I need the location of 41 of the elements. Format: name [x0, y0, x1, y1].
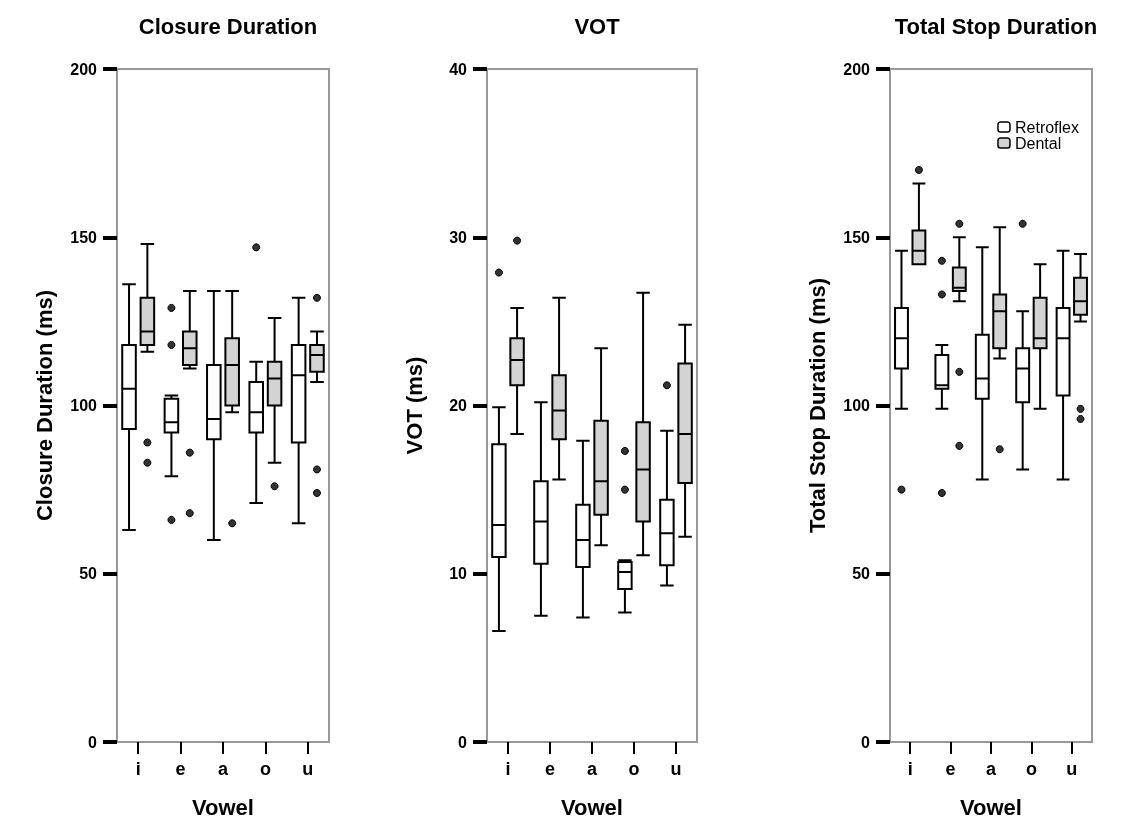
- x-tick-label: a: [985, 759, 997, 779]
- y-tick-label: 100: [843, 397, 871, 414]
- x-tick-label: a: [217, 759, 229, 779]
- legend-label: Dental: [1014, 134, 1062, 152]
- x-tick-label: i: [135, 759, 141, 779]
- y-tick-label: 150: [70, 228, 98, 246]
- y-tick-label: 30: [449, 228, 468, 246]
- y-axis-title: VOT (ms): [401, 356, 427, 455]
- x-axis-title: Vowel: [192, 794, 254, 820]
- x-tick-label: i: [505, 759, 511, 779]
- y-tick-label: 0: [861, 733, 871, 751]
- y-axis-title: Closure Duration (ms): [31, 289, 57, 522]
- x-tick-label: o: [628, 759, 640, 779]
- x-tick-label: u: [302, 759, 314, 779]
- x-axis-title: Vowel: [561, 794, 623, 820]
- y-axis-title: Total Stop Duration (ms): [804, 277, 830, 534]
- chart-title: Closure Duration: [138, 13, 318, 39]
- y-tick-label: 0: [458, 733, 468, 751]
- y-tick-label: 100: [70, 397, 98, 414]
- x-axis-title: Vowel: [960, 794, 1022, 820]
- y-tick-label: 200: [843, 60, 871, 78]
- y-tick-label: 50: [79, 565, 98, 583]
- y-tick-label: 10: [449, 565, 468, 583]
- y-tick-label: 40: [449, 60, 468, 78]
- y-tick-label: 0: [88, 733, 98, 751]
- y-tick-label: 50: [852, 565, 871, 583]
- x-tick-label: u: [1066, 759, 1078, 779]
- chart-title: VOT: [574, 13, 621, 39]
- x-tick-label: a: [586, 759, 598, 779]
- x-tick-label: e: [175, 759, 186, 779]
- chart-title: Total Stop Duration: [894, 13, 1098, 39]
- x-tick-label: e: [544, 759, 556, 779]
- legend-label: Retroflex: [1014, 118, 1080, 136]
- x-tick-label: u: [670, 759, 682, 779]
- y-tick-label: 200: [70, 60, 98, 78]
- x-tick-label: e: [945, 759, 956, 779]
- x-tick-label: i: [907, 759, 913, 779]
- y-tick-label: 150: [843, 228, 871, 246]
- y-tick-label: 20: [449, 397, 468, 414]
- x-tick-label: o: [259, 759, 271, 779]
- x-tick-label: o: [1025, 759, 1037, 779]
